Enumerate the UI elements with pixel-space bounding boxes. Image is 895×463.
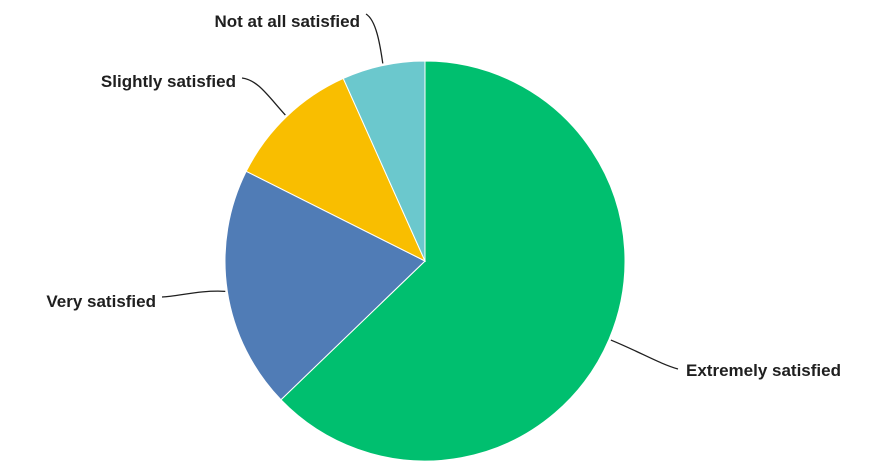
pie-slice-slightly-satisfied bbox=[245, 77, 427, 263]
slices-layer bbox=[224, 60, 626, 462]
leader-line bbox=[161, 290, 226, 298]
leader-line bbox=[610, 339, 679, 370]
slice-label: Slightly satisfied bbox=[101, 72, 236, 91]
pie-slice-not-at-all-satisfied bbox=[342, 60, 426, 262]
slice-label: Extremely satisfied bbox=[686, 361, 841, 380]
slice-label: Very satisfied bbox=[46, 292, 156, 311]
pie-slice-very-satisfied bbox=[224, 170, 426, 401]
leader-line bbox=[365, 13, 384, 64]
pie-slice-extremely-satisfied bbox=[280, 60, 626, 462]
labels-layer: Extremely satisfied Very satisfied Slightl… bbox=[46, 12, 841, 380]
leader-lines-layer bbox=[161, 13, 679, 370]
slice-label: Not at all satisfied bbox=[215, 12, 360, 31]
leader-line bbox=[241, 77, 286, 116]
